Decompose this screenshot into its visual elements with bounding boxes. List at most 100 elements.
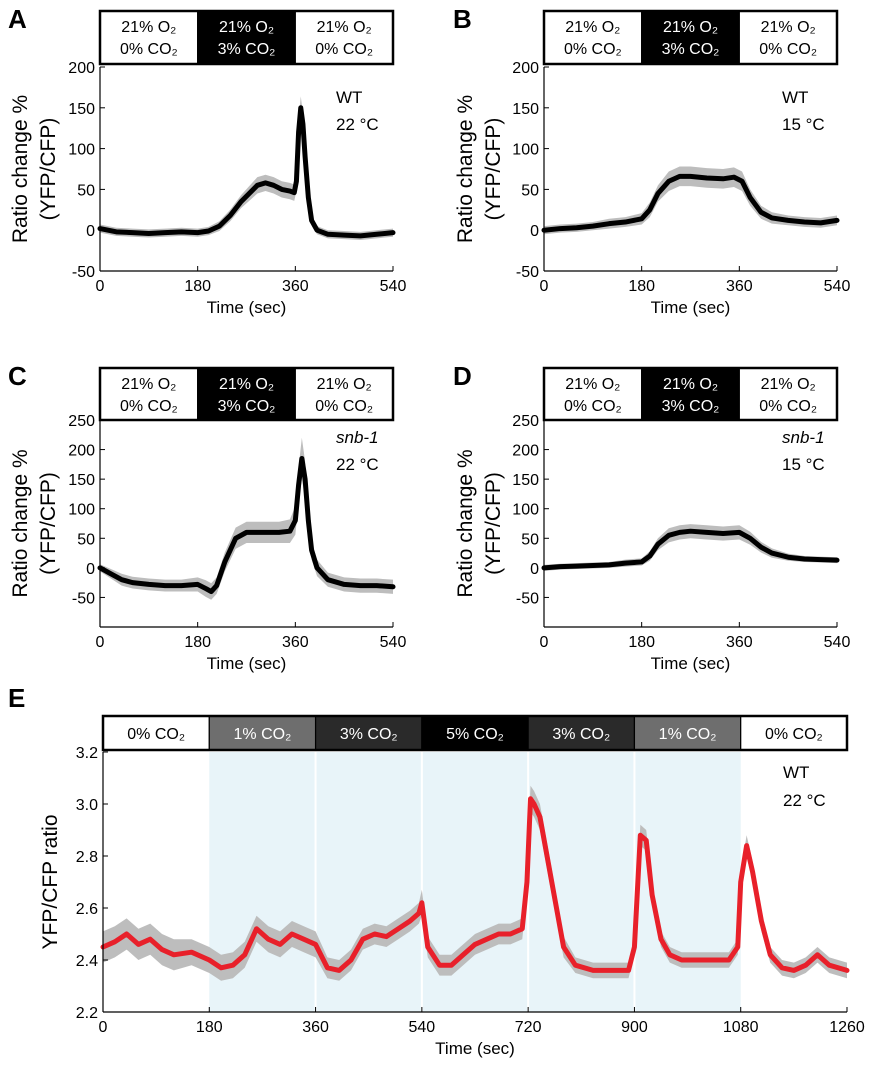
annotation-temperature: 22 °C	[336, 115, 379, 134]
panel-c: C 21% O₂ 0% CO₂ 21% O₂ 3% CO₂ 21% O₂ 0% CO₂ -50…	[8, 361, 406, 673]
stimulus-label: 1% CO₂	[659, 726, 717, 743]
stimulus-label: 3% CO₂	[662, 41, 720, 58]
stimulus-bar: 21% O₂ 0% CO₂ 21% O₂ 3% CO₂ 21% O₂ 0% CO₂	[542, 366, 839, 422]
series-line	[541, 528, 840, 571]
y-tick-label: 250	[512, 413, 539, 430]
y-tick-label: 100	[512, 502, 539, 519]
y-tick-label: -50	[516, 590, 539, 607]
stimulus-label: 0% CO₂	[315, 41, 373, 58]
panel-d: D 21% O₂ 0% CO₂ 21% O₂ 3% CO₂ 21% O₂ 0% CO₂ -50…	[453, 361, 850, 673]
x-axis-title: Time (sec)	[651, 298, 731, 317]
stimulus-label: 21% O₂	[121, 19, 176, 36]
y-tick-label: 200	[512, 60, 539, 77]
x-tick-label: 180	[184, 634, 211, 651]
annotation-genotype: snb-1	[336, 428, 379, 447]
annotation-genotype: WT	[782, 88, 808, 107]
y-tick-label: -50	[516, 264, 539, 281]
y-tick-label: 200	[512, 443, 539, 460]
y-axis-title: Ratio change %	[9, 95, 32, 243]
stimulus-label: 21% O₂	[219, 19, 274, 36]
stimulus-label: 21% O₂	[761, 376, 816, 393]
stimulus-label: 3% CO₂	[662, 398, 720, 415]
x-axis-title: Time (sec)	[651, 654, 731, 673]
stimulus-frame	[98, 366, 395, 422]
stimulus-block	[99, 367, 199, 421]
y-tick-label: 2.4	[76, 953, 98, 970]
stimulus-frame	[98, 9, 395, 66]
stimulus-frame	[542, 366, 839, 422]
x-axis-title: Time (sec)	[207, 298, 287, 317]
y-tick-label: 50	[521, 182, 539, 199]
panel-a: A 21% O₂ 0% CO₂ 21% O₂ 3% CO₂ 21% O₂ 0% CO₂ -50…	[8, 4, 406, 317]
panel-label: B	[453, 4, 472, 34]
y-tick-label: 150	[512, 472, 539, 489]
y-axis-title: YFP/CFP ratio	[39, 815, 62, 950]
y-axis-title: Ratio change %	[9, 449, 32, 597]
stimulus-block	[102, 715, 210, 751]
stimulus-label: 3% CO₂	[552, 726, 610, 743]
x-tick-label: 180	[628, 278, 655, 295]
stimulus-label: 0% CO₂	[765, 726, 823, 743]
stimulus-label: 0% CO₂	[564, 398, 622, 415]
annotation-temperature: 22 °C	[783, 791, 826, 810]
shaded-region	[209, 752, 741, 1012]
stimulus-label: 0% CO₂	[759, 398, 817, 415]
x-tick-label: 0	[99, 1019, 108, 1036]
stimulus-label: 21% O₂	[317, 19, 372, 36]
stimulus-label: 0% CO₂	[120, 41, 178, 58]
stimulus-label: 21% O₂	[663, 19, 718, 36]
y-tick-label: 150	[68, 101, 95, 118]
y-axis-title: Ratio change %	[454, 95, 477, 243]
y-tick-label: 100	[68, 502, 95, 519]
y-tick-label: 100	[68, 142, 95, 159]
annotation-genotype: snb-1	[782, 428, 825, 447]
stimulus-block	[99, 10, 199, 65]
x-tick-label: 540	[824, 278, 851, 295]
y-tick-label: 0	[530, 223, 539, 240]
y-axis-title: (YFP/CFP)	[37, 472, 60, 575]
stimulus-label: 21% O₂	[219, 376, 274, 393]
stimulus-block	[294, 367, 394, 421]
y-axis-title: (YFP/CFP)	[482, 472, 505, 575]
stimulus-label: 1% CO₂	[234, 726, 292, 743]
stimulus-label: 5% CO₂	[446, 726, 504, 743]
stimulus-bar: 21% O₂ 0% CO₂ 21% O₂ 3% CO₂ 21% O₂ 0% CO₂	[98, 9, 395, 66]
x-tick-label: 540	[409, 1019, 436, 1036]
stimulus-label: 21% O₂	[761, 19, 816, 36]
series-line	[97, 105, 396, 239]
panel-label: A	[8, 4, 27, 34]
stimulus-label: 21% O₂	[565, 19, 620, 36]
stimulus-label: 3% CO₂	[340, 726, 398, 743]
x-tick-label: 900	[621, 1019, 648, 1036]
annotation-temperature: 15 °C	[782, 115, 825, 134]
x-tick-label: 1080	[723, 1019, 759, 1036]
y-tick-label: 0	[86, 561, 95, 578]
stimulus-block	[738, 367, 838, 421]
annotation-temperature: 22 °C	[336, 455, 379, 474]
x-axis-title: Time (sec)	[207, 654, 287, 673]
y-axis-title: Ratio change %	[454, 449, 477, 597]
x-tick-label: 360	[282, 634, 309, 651]
stimulus-bar: 21% O₂ 0% CO₂ 21% O₂ 3% CO₂ 21% O₂ 0% CO₂	[98, 366, 395, 422]
panel-label: D	[453, 361, 472, 391]
x-tick-label: 540	[824, 634, 851, 651]
y-tick-label: 3.0	[76, 797, 98, 814]
stimulus-bar: 0% CO₂ 1% CO₂ 3% CO₂ 5% CO₂ 3% CO₂ 1% CO₂ 0% C…	[101, 714, 849, 752]
x-tick-label: 0	[540, 634, 549, 651]
y-tick-label: -50	[72, 264, 95, 281]
panel-label: C	[8, 361, 27, 391]
x-tick-label: 720	[515, 1019, 542, 1036]
panel-b: B 21% O₂ 0% CO₂ 21% O₂ 3% CO₂ 21% O₂ 0% CO₂ -50…	[453, 4, 850, 317]
series-line	[97, 455, 396, 595]
y-tick-label: 2.8	[76, 849, 98, 866]
y-axis-title: (YFP/CFP)	[482, 118, 505, 221]
y-tick-label: 50	[521, 531, 539, 548]
stimulus-label: 21% O₂	[663, 376, 718, 393]
y-tick-label: 150	[512, 101, 539, 118]
stimulus-label: 0% CO₂	[127, 726, 185, 743]
stimulus-label: 0% CO₂	[120, 398, 178, 415]
x-tick-label: 0	[540, 278, 549, 295]
panel-label: E	[8, 683, 25, 713]
x-tick-label: 540	[380, 634, 407, 651]
